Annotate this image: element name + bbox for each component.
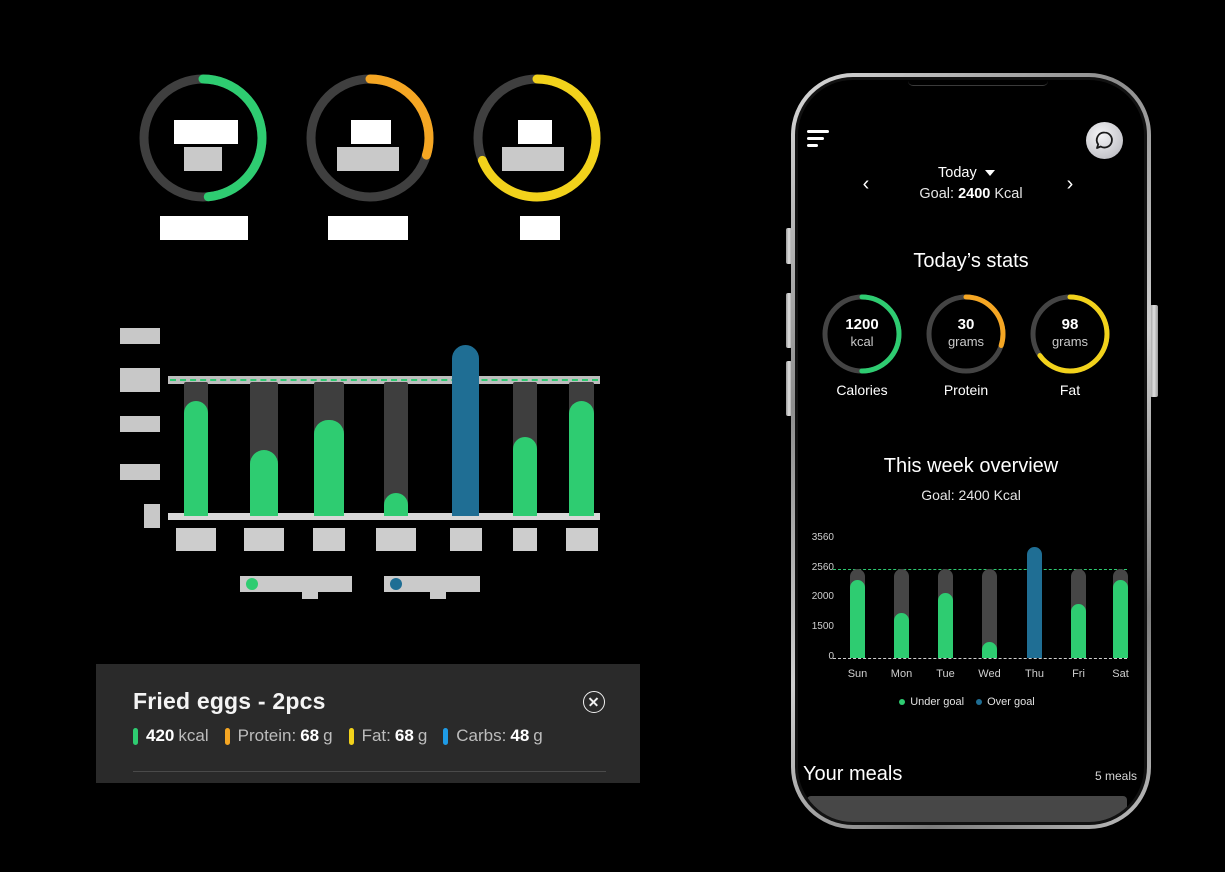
phone-volume-down-button (786, 361, 792, 416)
week-goal: Goal: 2400 Kcal (921, 487, 1021, 503)
goal-line (168, 376, 600, 384)
bar-fri[interactable] (1071, 604, 1086, 658)
meals-title: Your meals (803, 763, 903, 785)
redacted-label (160, 216, 248, 240)
legend-under-goal: Under goal (899, 696, 964, 708)
phone-frame: ‹ Today › Goal: 2400 Kcal Today’s stats … (791, 73, 1151, 829)
redacted-bar-thu (452, 345, 479, 516)
redacted-x-tick (513, 528, 537, 551)
redacted-fat-ring (470, 71, 604, 205)
y-tick: 3560 (811, 531, 834, 543)
chat-bubble-icon[interactable] (1086, 122, 1123, 159)
bar-wed[interactable] (982, 642, 997, 658)
close-circle-icon[interactable] (583, 691, 605, 713)
x-tick: Thu (1025, 668, 1044, 680)
redacted-bar-mon (250, 450, 278, 516)
redacted-protein-ring (303, 71, 437, 205)
x-tick: Sat (1112, 668, 1129, 680)
progress-ring-icon (1030, 294, 1110, 374)
fat-pill-icon (348, 727, 354, 745)
x-axis (833, 658, 1127, 659)
redacted-x-tick (176, 528, 216, 551)
redacted-x-tick (244, 528, 284, 551)
protein-pill-icon (224, 727, 230, 745)
ring-chart-icon (473, 74, 601, 202)
next-day-button[interactable]: › (1066, 173, 1074, 195)
caret-down-icon (984, 170, 995, 176)
macro-carbs: Carbs: 48 g (443, 726, 543, 746)
progress-ring-icon (926, 294, 1006, 374)
week-bar-chart: 0 1500 2000 2560 3560 Sun Mon Tue Wed Thu Fri Sat … (798, 530, 1144, 710)
macro-protein: Protein: 68 g (224, 726, 333, 746)
bar-mon[interactable] (894, 613, 909, 658)
macro-fat: Fat: 68 g (348, 726, 427, 746)
phone-power-button (1150, 305, 1158, 397)
x-tick: Mon (890, 668, 913, 680)
date-dropdown[interactable]: Today (938, 165, 995, 181)
goal-line (833, 568, 1127, 570)
y-tick: 2560 (811, 561, 834, 573)
stat-protein: 30 grams Protein (924, 292, 1008, 398)
x-tick: Fri (1072, 668, 1085, 680)
meal-card[interactable]: Fried eggs - 2pcs 420 kcal Protein: 68 g… (96, 664, 640, 783)
bar-sun[interactable] (850, 579, 865, 658)
prev-day-button[interactable]: ‹ (862, 173, 870, 195)
legend-over-goal: Over goal (976, 696, 1035, 708)
calories-pill-icon (133, 727, 138, 745)
ring-chart-icon (139, 74, 267, 202)
phone-action-button (786, 228, 792, 264)
divider (133, 771, 606, 772)
stat-fat: 98 grams Fat (1028, 292, 1112, 398)
redacted-bar-sat (569, 400, 594, 516)
progress-ring-icon (822, 294, 902, 374)
redacted-legend-under (240, 576, 352, 592)
macro-calories: 420 kcal (133, 726, 209, 746)
meal-macros: 420 kcal Protein: 68 g Fat: 68 g Carbs: … (133, 726, 559, 746)
y-tick: 2000 (811, 591, 834, 603)
redacted-week-chart (110, 320, 610, 610)
x-tick: Wed (978, 668, 1001, 680)
phone-volume-up-button (786, 293, 792, 348)
redacted-calories-ring (136, 71, 270, 205)
bar-sat[interactable] (1113, 579, 1128, 658)
chart-legend: Under goal Over goal (798, 696, 1144, 708)
redacted-bar-fri (513, 436, 537, 516)
bar-track (982, 568, 997, 658)
y-tick: 1500 (811, 621, 834, 633)
redacted-label (520, 216, 560, 240)
daily-goal: Goal: 2400 Kcal (919, 186, 1023, 202)
carbs-pill-icon (443, 727, 449, 745)
bar-tue[interactable] (938, 593, 953, 658)
redacted-x-tick (313, 528, 345, 551)
redacted-label (328, 216, 408, 240)
meal-title: Fried eggs - 2pcs (133, 688, 326, 714)
redacted-x-tick (449, 528, 482, 551)
redacted-bar-wed (384, 492, 408, 516)
y-tick: 0 (828, 651, 834, 662)
x-tick: Tue (936, 668, 955, 680)
x-axis (168, 513, 600, 520)
redacted-bar-tue (314, 420, 344, 516)
redacted-x-tick (376, 528, 416, 551)
ring-chart-icon (306, 74, 434, 202)
meals-count: 5 meals (1094, 769, 1137, 783)
stat-calories: 1200 kcal Calories (820, 292, 904, 398)
redacted-bar-sun (184, 400, 208, 516)
dynamic-island (908, 81, 1048, 86)
menu-lines-icon[interactable] (807, 128, 831, 148)
bar-thu[interactable] (1027, 546, 1042, 658)
meal-list-item[interactable] (807, 796, 1127, 822)
redacted-legend-over (384, 576, 480, 592)
redacted-x-tick (565, 528, 598, 551)
phone-screen: ‹ Today › Goal: 2400 Kcal Today’s stats … (798, 80, 1144, 822)
x-tick: Sun (847, 668, 868, 680)
week-overview-title: This week overview (883, 455, 1059, 477)
today-stats-title: Today’s stats (913, 250, 1029, 272)
